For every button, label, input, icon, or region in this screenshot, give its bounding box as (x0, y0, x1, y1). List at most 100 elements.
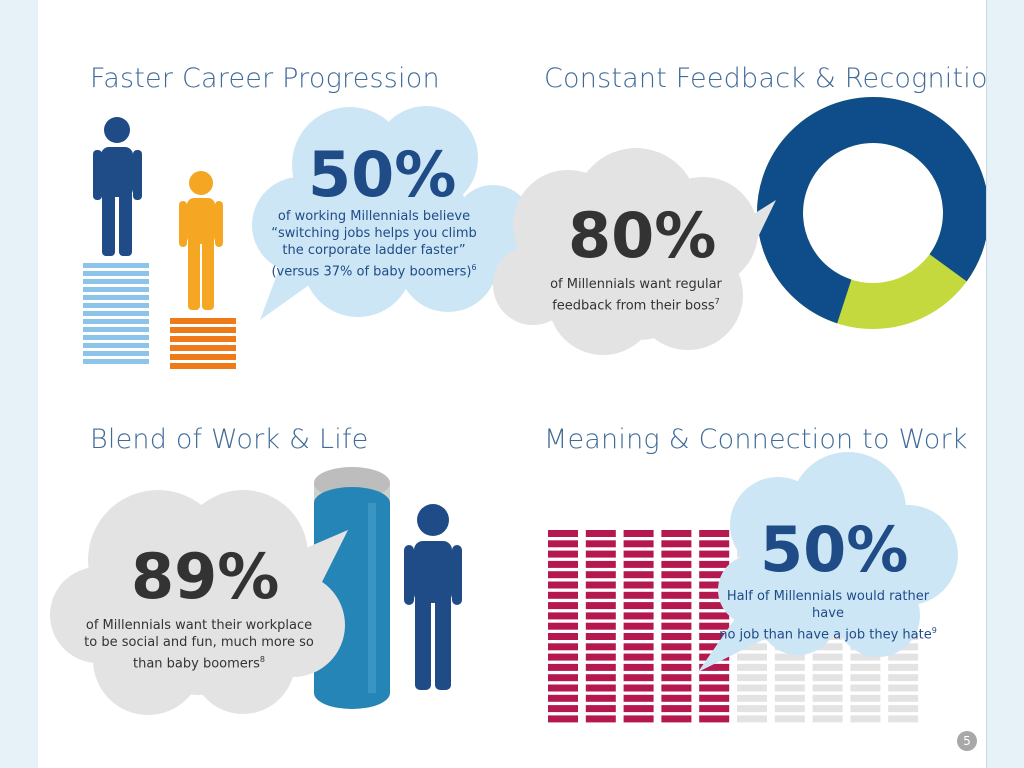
career-caption-text: (versus 37% of baby boomers) (271, 264, 472, 280)
job-bar-segment (623, 663, 654, 671)
job-bar-segment (585, 643, 616, 651)
person-icon (404, 504, 462, 690)
feedback-caption-line: of Millennials want regular (550, 277, 722, 292)
job-bar-segment (661, 653, 692, 661)
job-bar-segment (585, 560, 616, 568)
job-bar-segment (888, 674, 919, 682)
job-bar-segment (850, 663, 881, 671)
footnote-7: 7 (714, 297, 720, 306)
career-caption: of working Millennials believe “switchin… (270, 208, 478, 280)
job-bar-segment (850, 653, 881, 661)
job-bar-segment (661, 612, 692, 620)
job-bar-segment (548, 540, 578, 548)
job-bar-segment (585, 571, 616, 579)
job-bar-segment (548, 643, 578, 651)
job-bar-segment (699, 715, 730, 723)
job-bar-segment (850, 694, 881, 702)
blend-caption: of Millennials want their workplace to b… (82, 617, 316, 672)
job-bar-segment (699, 530, 730, 537)
job-bar-segment (585, 663, 616, 671)
job-bar-segment (888, 653, 919, 661)
blend-figure (50, 467, 462, 715)
footnote-8: 8 (259, 655, 265, 664)
job-bar-segment (850, 705, 881, 713)
feedback-figure (493, 97, 986, 355)
job-bar-segment (623, 684, 654, 692)
job-bar-segment (548, 571, 578, 579)
feedback-caption-text: feedback from their boss (552, 298, 715, 314)
heading-career: Faster Career Progression (90, 63, 440, 94)
feedback-caption-line: feedback from their boss7 (538, 293, 734, 314)
job-bar-segment (699, 633, 730, 640)
heading-blend: Blend of Work & Life (90, 424, 369, 455)
heading-feedback: Constant Feedback & Recognition (544, 63, 986, 94)
career-figure (83, 106, 533, 369)
job-bar-segment (812, 694, 843, 702)
job-bar-segment (774, 663, 805, 671)
boomer-stairs (83, 263, 149, 364)
job-bar-segment (699, 612, 730, 620)
job-bar-segment (661, 694, 692, 702)
job-bar-segment (585, 715, 616, 723)
job-bar-segment (812, 663, 843, 671)
job-bar-segment (623, 560, 654, 568)
career-cloud-bubble (252, 106, 533, 320)
job-bar-segment (661, 581, 692, 589)
job-bar-segment (623, 622, 654, 630)
job-bar-segment (585, 591, 616, 599)
footnote-6: 6 (471, 263, 477, 272)
job-bar-segment (585, 684, 616, 692)
job-bar-segment (699, 705, 730, 713)
job-bar-segment (850, 715, 881, 723)
job-bar-segment (548, 715, 578, 723)
job-bar-segment (699, 560, 730, 568)
job-bar-segment (661, 715, 692, 723)
job-bar-segment (548, 705, 578, 713)
job-bar-segment (623, 530, 654, 537)
meaning-caption-text: no job than have a job they hate (719, 627, 932, 643)
job-bar-segment (850, 674, 881, 682)
job-bar-segment (548, 653, 578, 661)
feedback-donut (757, 97, 986, 329)
feedback-stat: 80% (568, 199, 717, 272)
job-bar-segment (888, 663, 919, 671)
job-bar-segment (812, 684, 843, 692)
job-bar-segment (737, 653, 767, 661)
job-bar-segment (737, 643, 767, 651)
meaning-stat: 50% (760, 513, 909, 586)
job-bar-segment (661, 705, 692, 713)
heading-meaning: Meaning & Connection to Work (544, 424, 968, 455)
feedback-caption: of Millennials want regular feedback fro… (538, 276, 734, 314)
job-bar-segment (585, 612, 616, 620)
job-bar-segment (661, 684, 692, 692)
job-bar-segment (737, 684, 767, 692)
blend-stat: 89% (131, 540, 280, 613)
job-bar-segment (548, 684, 578, 692)
job-bar-segment (548, 612, 578, 620)
job-bar-segment (661, 663, 692, 671)
meaning-caption-line: no job than have a job they hate9 (714, 622, 942, 643)
job-bar-segment (812, 715, 843, 723)
job-bar-segment (699, 674, 730, 682)
job-bar-segment (774, 653, 805, 661)
job-bar-segment (661, 550, 692, 558)
job-bar-segment (623, 653, 654, 661)
job-bar-segment (548, 581, 578, 589)
job-bar-segment (623, 540, 654, 548)
job-bar-segment (812, 653, 843, 661)
job-bar-segment (548, 674, 578, 682)
donut-main-segment (757, 97, 986, 329)
career-caption-line: of working Millennials believe (277, 209, 471, 224)
job-bar-segment (548, 550, 578, 558)
boomer-person-icon (93, 117, 142, 256)
blend-caption-line: of Millennials want their workplace (85, 618, 313, 633)
job-bar-segment (548, 530, 578, 537)
job-bar-segment (888, 694, 919, 702)
millennial-stairs (170, 318, 236, 369)
job-bar-segment (623, 550, 654, 558)
career-caption-line: (versus 37% of baby boomers)6 (270, 259, 478, 280)
job-bar-segment (585, 540, 616, 548)
job-bar-segment (699, 550, 730, 558)
job-bar-segment (623, 705, 654, 713)
job-bar-segment (737, 674, 767, 682)
